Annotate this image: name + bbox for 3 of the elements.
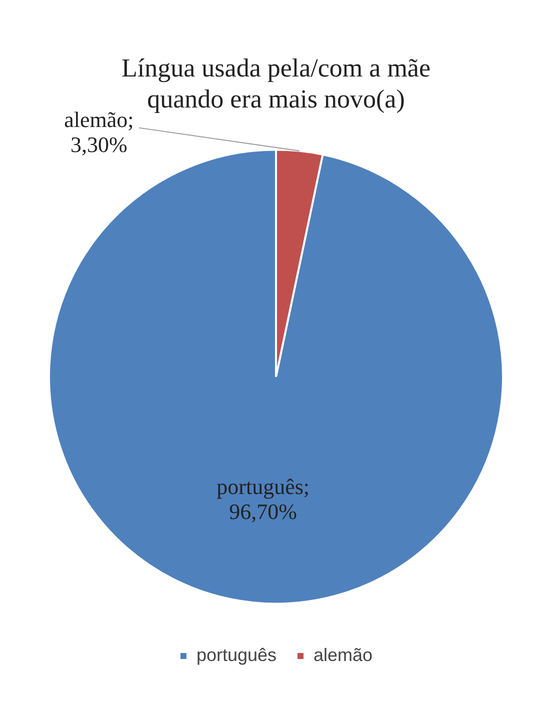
legend-label: português xyxy=(196,644,277,665)
data-label: português; 96,70% xyxy=(216,474,310,524)
legend-label: alemão xyxy=(314,644,373,665)
